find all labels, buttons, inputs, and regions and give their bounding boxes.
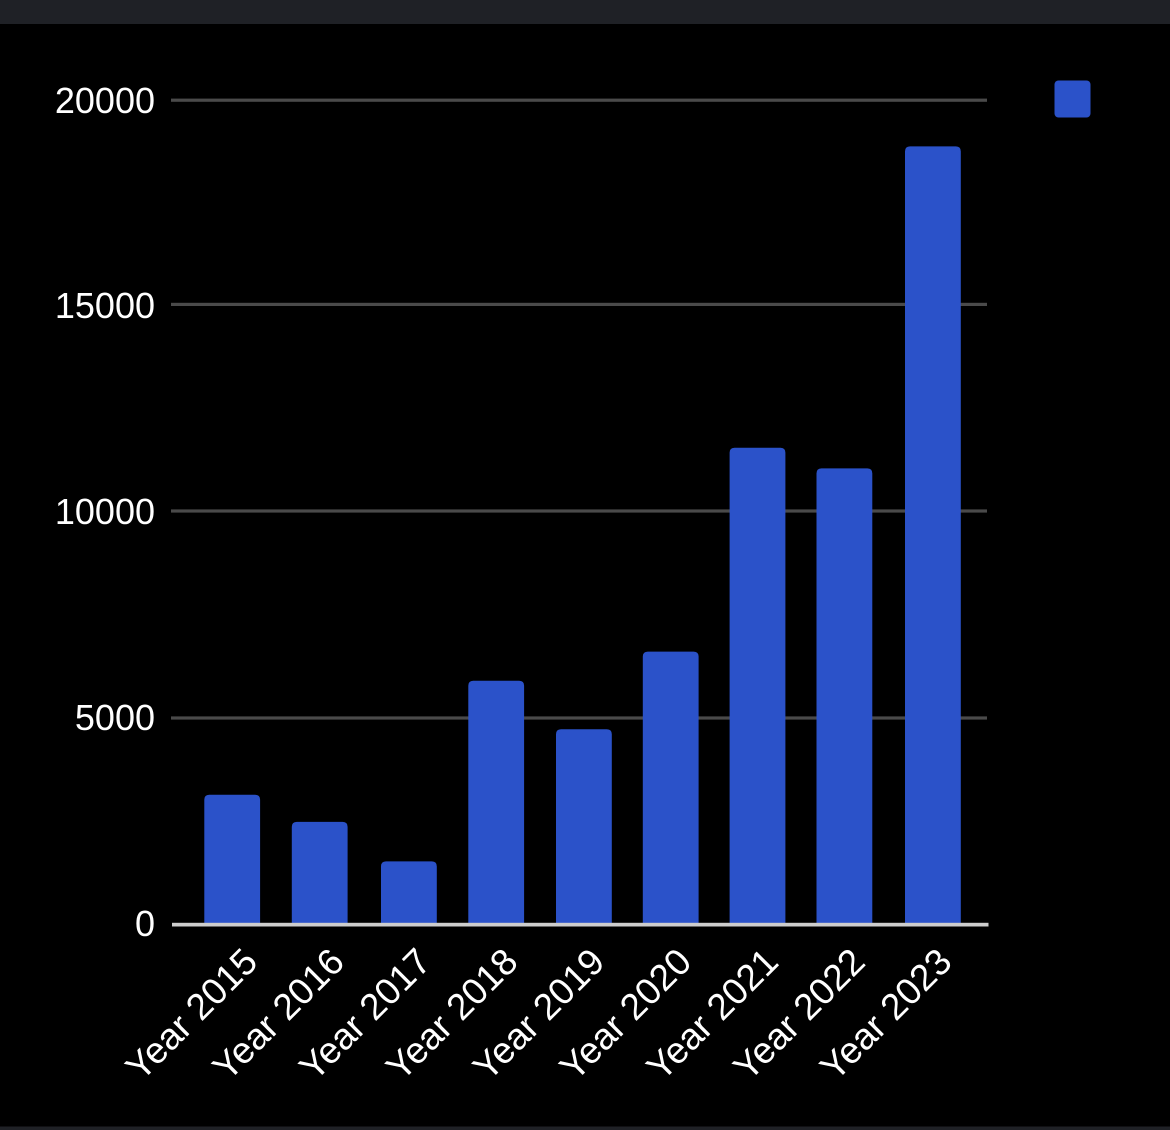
svg-text:10000: 10000 — [55, 491, 155, 532]
svg-text:0: 0 — [135, 903, 155, 944]
svg-text:5000: 5000 — [75, 697, 155, 738]
svg-text:15000: 15000 — [55, 285, 155, 326]
svg-text:20000: 20000 — [55, 80, 155, 121]
